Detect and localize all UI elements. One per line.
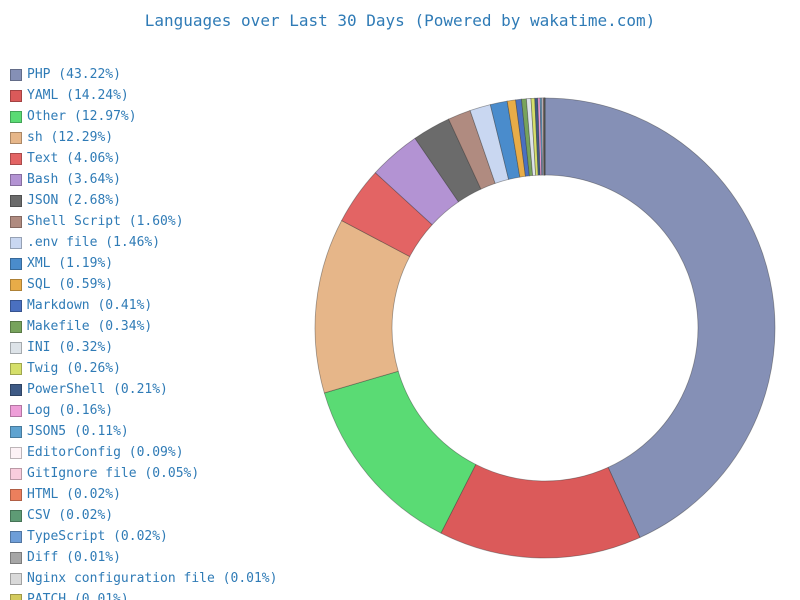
legend-item: JSON (2.68%) [10, 190, 277, 211]
legend-label: EditorConfig (0.09%) [27, 445, 184, 460]
chart-title: Languages over Last 30 Days (Powered by … [144, 11, 656, 30]
legend-swatch [10, 362, 22, 375]
legend-label: .env file (1.46%) [27, 235, 161, 250]
legend-label: Bash (3.64%) [27, 172, 121, 187]
legend-item: PATCH (0.01%) [10, 589, 277, 600]
legend-label: CSV (0.02%) [27, 508, 114, 523]
legend-label: XML (1.19%) [27, 256, 114, 271]
legend-swatch [10, 446, 22, 459]
legend-swatch [10, 194, 22, 207]
pie-slice [539, 97, 544, 176]
legend-item: XML (1.19%) [10, 253, 277, 274]
pie-slice [314, 220, 411, 394]
legend-item: CSV (0.02%) [10, 505, 277, 526]
legend-item: Markdown (0.41%) [10, 295, 277, 316]
legend-item: JSON5 (0.11%) [10, 421, 277, 442]
legend-item: Other (12.97%) [10, 106, 277, 127]
legend-item: Makefile (0.34%) [10, 316, 277, 337]
legend-item: Diff (0.01%) [10, 547, 277, 568]
legend-item: .env file (1.46%) [10, 232, 277, 253]
legend-item: Bash (3.64%) [10, 169, 277, 190]
legend-label: SQL (0.59%) [27, 277, 114, 292]
legend-swatch [10, 68, 22, 81]
legend-label: Other (12.97%) [27, 109, 137, 124]
legend-label: JSON (2.68%) [27, 193, 121, 208]
legend-swatch [10, 488, 22, 501]
legend-swatch [10, 173, 22, 186]
legend-swatch [10, 341, 22, 354]
legend-swatch [10, 131, 22, 144]
legend-swatch [10, 236, 22, 249]
pie-slice [530, 97, 539, 176]
legend-item: Shell Script (1.60%) [10, 211, 277, 232]
pie-slice [448, 110, 496, 190]
legend-swatch [10, 278, 22, 291]
legend-label: sh (12.29%) [27, 130, 114, 145]
legend-swatch [10, 593, 22, 600]
pie-slice [414, 118, 482, 203]
legend-label: TypeScript (0.02%) [27, 529, 168, 544]
legend-swatch [10, 383, 22, 396]
legend-swatch [10, 530, 22, 543]
legend-item: PowerShell (0.21%) [10, 379, 277, 400]
legend-swatch [10, 215, 22, 228]
legend-item: Nginx configuration file (0.01%) [10, 568, 277, 589]
chart-legend: PHP (43.22%) YAML (14.24%) Other (12.97%) s… [10, 64, 277, 600]
legend-label: Nginx configuration file (0.01%) [27, 571, 278, 586]
legend-label: PATCH (0.01%) [27, 592, 129, 600]
legend-label: Markdown (0.41%) [27, 298, 153, 313]
legend-item: SQL (0.59%) [10, 274, 277, 295]
pie-slice [341, 172, 433, 258]
legend-item: EditorConfig (0.09%) [10, 442, 277, 463]
legend-label: PowerShell (0.21%) [27, 382, 168, 397]
legend-item: INI (0.32%) [10, 337, 277, 358]
pie-slice [534, 97, 541, 176]
legend-item: Twig (0.26%) [10, 358, 277, 379]
legend-label: HTML (0.02%) [27, 487, 121, 502]
legend-item: HTML (0.02%) [10, 484, 277, 505]
legend-item: Text (4.06%) [10, 148, 277, 169]
pie-slice [469, 104, 510, 184]
legend-label: GitIgnore file (0.05%) [27, 466, 200, 481]
legend-label: PHP (43.22%) [27, 67, 121, 82]
legend-label: Twig (0.26%) [27, 361, 121, 376]
legend-label: YAML (14.24%) [27, 88, 129, 103]
legend-swatch [10, 152, 22, 165]
legend-swatch [10, 509, 22, 522]
legend-label: JSON5 (0.11%) [27, 424, 129, 439]
legend-swatch [10, 551, 22, 564]
legend-label: Makefile (0.34%) [27, 319, 153, 334]
pie-slice [543, 97, 545, 176]
legend-swatch [10, 110, 22, 123]
legend-label: Text (4.06%) [27, 151, 121, 166]
legend-item: GitIgnore file (0.05%) [10, 463, 277, 484]
pie-slice [506, 99, 526, 178]
legend-label: Log (0.16%) [27, 403, 114, 418]
legend-swatch [10, 320, 22, 333]
legend-label: Diff (0.01%) [27, 550, 121, 565]
pie-slice [544, 97, 776, 539]
pie-slice [521, 98, 534, 177]
legend-swatch [10, 467, 22, 480]
pie-slice [537, 97, 543, 176]
legend-label: INI (0.32%) [27, 340, 114, 355]
pie-slice [440, 463, 641, 559]
legend-label: Shell Script (1.60%) [27, 214, 184, 229]
legend-item: PHP (43.22%) [10, 64, 277, 85]
pie-slice [323, 370, 477, 534]
legend-item: sh (12.29%) [10, 127, 277, 148]
legend-item: YAML (14.24%) [10, 85, 277, 106]
legend-swatch [10, 257, 22, 270]
legend-swatch [10, 299, 22, 312]
legend-swatch [10, 572, 22, 585]
legend-item: Log (0.16%) [10, 400, 277, 421]
legend-swatch [10, 404, 22, 417]
pie-slice [541, 97, 545, 176]
legend-swatch [10, 425, 22, 438]
legend-swatch [10, 89, 22, 102]
legend-item: TypeScript (0.02%) [10, 526, 277, 547]
